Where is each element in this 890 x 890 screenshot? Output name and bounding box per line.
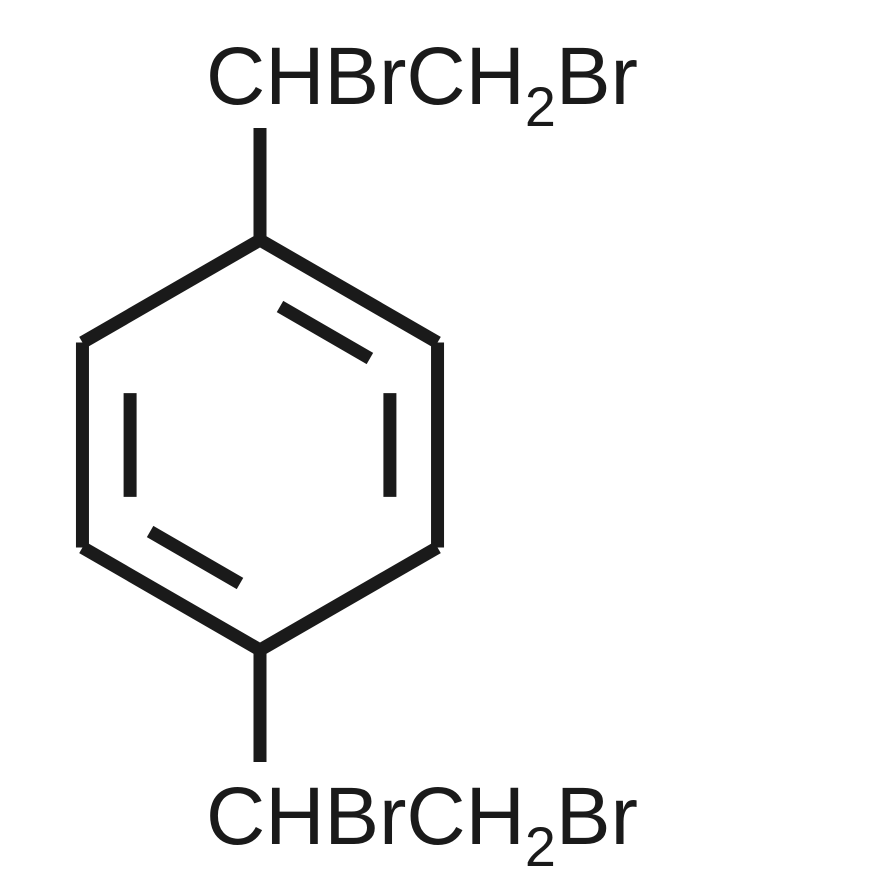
substituent-label-top: CHBrCH2Br [206, 30, 638, 134]
substituent-label-bottom: CHBrCH2Br [206, 770, 638, 874]
chemical-structure-canvas: CHBrCH2Br CHBrCH2Br [0, 0, 890, 890]
